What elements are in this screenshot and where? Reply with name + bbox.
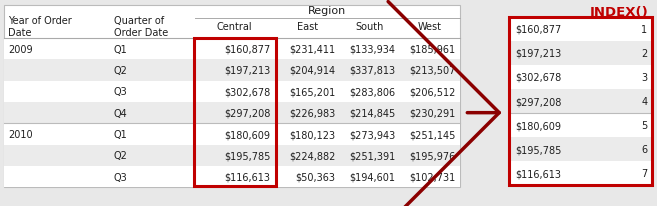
Text: INDEX(): INDEX() — [590, 6, 648, 19]
Bar — [4, 145, 459, 166]
Bar — [509, 18, 652, 186]
Text: 2: 2 — [641, 49, 647, 59]
Text: $180,609: $180,609 — [225, 129, 271, 139]
Text: $214,845: $214,845 — [350, 108, 396, 118]
Bar — [4, 60, 459, 81]
Text: $160,877: $160,877 — [225, 44, 271, 54]
Text: $206,512: $206,512 — [409, 87, 455, 97]
Text: $195,785: $195,785 — [516, 145, 562, 154]
Text: Q1: Q1 — [114, 129, 127, 139]
Text: Q2: Q2 — [114, 66, 127, 76]
Text: $273,943: $273,943 — [350, 129, 396, 139]
Bar — [509, 90, 652, 114]
Text: 1: 1 — [641, 25, 647, 35]
Text: 2010: 2010 — [8, 129, 33, 139]
Text: $195,976: $195,976 — [409, 151, 455, 160]
Text: Q4: Q4 — [114, 108, 127, 118]
Text: South: South — [355, 22, 384, 32]
Text: $133,934: $133,934 — [350, 44, 396, 54]
Text: $231,411: $231,411 — [290, 44, 336, 54]
Text: $297,208: $297,208 — [224, 108, 271, 118]
Bar — [509, 18, 652, 186]
Bar — [509, 18, 652, 42]
Bar — [194, 39, 276, 186]
Text: $251,145: $251,145 — [409, 129, 455, 139]
Bar — [4, 124, 459, 145]
Text: $180,123: $180,123 — [290, 129, 336, 139]
Text: $226,983: $226,983 — [289, 108, 336, 118]
Bar — [4, 166, 459, 187]
Text: $165,201: $165,201 — [289, 87, 336, 97]
Text: Region: Region — [308, 6, 346, 16]
Text: Central: Central — [217, 22, 252, 32]
Text: $50,363: $50,363 — [296, 172, 336, 182]
Bar — [509, 138, 652, 162]
Text: $195,785: $195,785 — [224, 151, 271, 160]
Text: 4: 4 — [641, 97, 647, 107]
Text: $213,507: $213,507 — [409, 66, 455, 76]
Text: $116,613: $116,613 — [516, 169, 562, 179]
Text: $194,601: $194,601 — [350, 172, 396, 182]
Bar — [4, 103, 459, 124]
Text: $197,213: $197,213 — [516, 49, 562, 59]
Bar — [509, 66, 652, 90]
Bar — [509, 162, 652, 186]
Bar — [4, 81, 459, 103]
Text: $302,678: $302,678 — [225, 87, 271, 97]
Text: $302,678: $302,678 — [516, 73, 562, 83]
Text: $197,213: $197,213 — [225, 66, 271, 76]
Text: 3: 3 — [641, 73, 647, 83]
Bar — [509, 114, 652, 138]
Text: $102,731: $102,731 — [409, 172, 455, 182]
Text: 5: 5 — [641, 121, 647, 131]
Text: $160,877: $160,877 — [516, 25, 562, 35]
Text: Q3: Q3 — [114, 172, 127, 182]
Text: Q2: Q2 — [114, 151, 127, 160]
Text: Quarter of
Order Date: Quarter of Order Date — [114, 16, 168, 37]
Text: East: East — [296, 22, 318, 32]
Text: $204,914: $204,914 — [290, 66, 336, 76]
Text: $116,613: $116,613 — [225, 172, 271, 182]
Text: West: West — [418, 22, 442, 32]
Text: Q3: Q3 — [114, 87, 127, 97]
Text: $185,961: $185,961 — [409, 44, 455, 54]
Text: 7: 7 — [641, 169, 647, 179]
Bar — [4, 6, 459, 187]
Text: $297,208: $297,208 — [516, 97, 562, 107]
Text: Q1: Q1 — [114, 44, 127, 54]
Text: 2009: 2009 — [8, 44, 33, 54]
Text: $180,609: $180,609 — [516, 121, 562, 131]
Text: $230,291: $230,291 — [409, 108, 455, 118]
Bar — [509, 42, 652, 66]
Text: $283,806: $283,806 — [350, 87, 396, 97]
Text: Year of Order
Date: Year of Order Date — [8, 16, 72, 37]
Bar — [4, 39, 459, 60]
Text: $337,813: $337,813 — [350, 66, 396, 76]
Text: $224,882: $224,882 — [289, 151, 336, 160]
Text: 6: 6 — [641, 145, 647, 154]
Text: $251,391: $251,391 — [350, 151, 396, 160]
